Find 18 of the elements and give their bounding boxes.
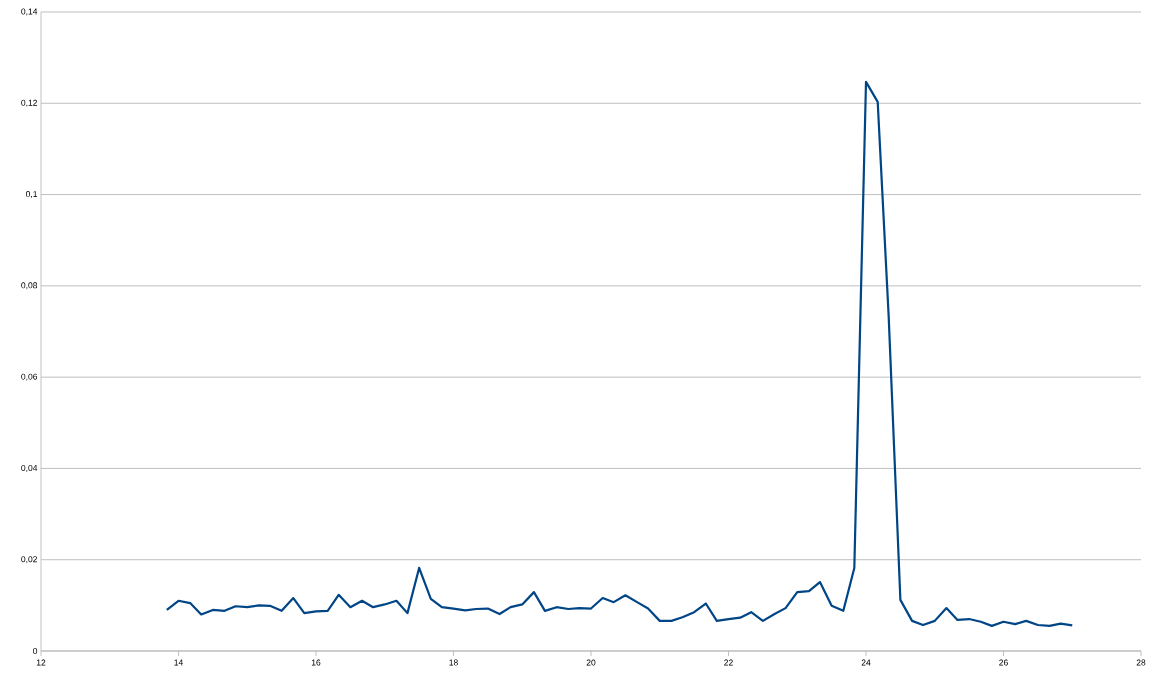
y-tick-label: 0,14: [21, 8, 38, 16]
x-tick-label: 28: [1136, 659, 1146, 666]
y-tick-label: 0,04: [21, 464, 38, 472]
x-tick-label: 24: [861, 659, 871, 666]
y-tick-label: 0,08: [21, 282, 38, 290]
y-tick-label: 0,1: [25, 191, 38, 199]
y-tick-label: 0,06: [21, 373, 38, 381]
x-tick-label: 18: [449, 659, 458, 666]
y-tick-label: 0,02: [21, 556, 38, 564]
x-tick-label: 20: [586, 659, 596, 666]
x-tick-label: 16: [311, 659, 321, 666]
x-tick-label: 12: [36, 659, 46, 666]
x-tick-label: 22: [724, 659, 733, 666]
y-tick-label: 0: [33, 648, 38, 654]
y-tick-label: 0,12: [21, 99, 38, 107]
line-series: [165, 80, 1074, 627]
x-tick-label: 26: [999, 659, 1008, 666]
x-tick-label: 14: [174, 659, 183, 666]
